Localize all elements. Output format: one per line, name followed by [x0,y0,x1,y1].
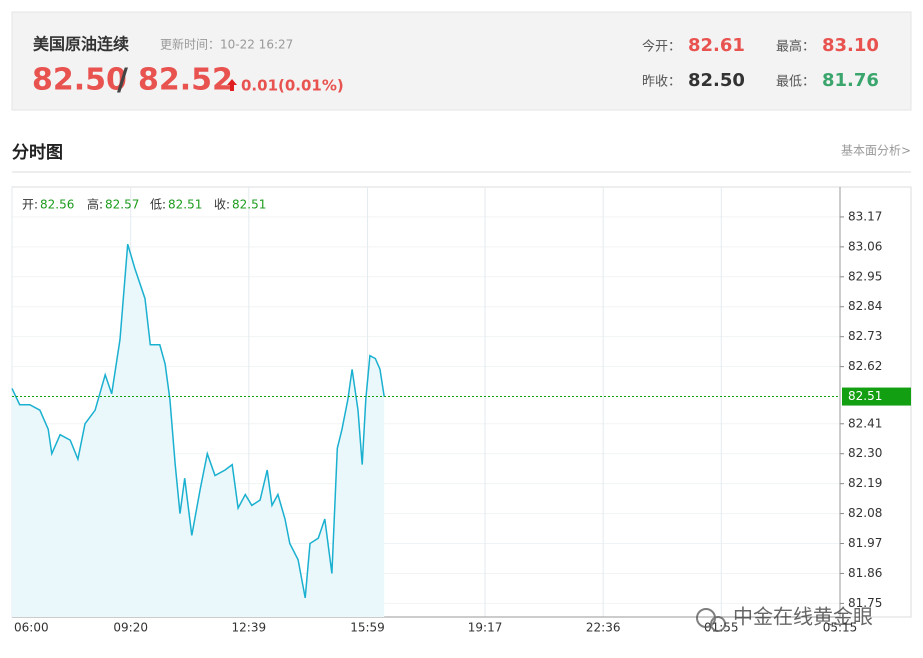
ohlc-label: 高: [87,197,103,212]
up-arrow [227,79,237,91]
y-tick-label: 83.17 [848,209,882,223]
price-change: 0.01(0.01%) [241,77,344,95]
instrument-name: 美国原油连续 [33,35,129,54]
y-tick-label: 82.41 [848,416,882,430]
stat-value: 82.61 [688,35,745,56]
y-tick-label: 82.08 [848,506,882,520]
bid-price: 82.50 [32,63,127,98]
stat-label: 最高： [776,39,815,55]
ohlc-value: 82.56 [40,198,74,212]
quote-panel [11,11,912,111]
area-fill [12,244,385,617]
x-tick-label: 06:00 [14,621,49,635]
y-tick-label: 83.06 [848,239,882,253]
last-price-label: 82.51 [848,389,882,403]
y-tick-label: 81.86 [848,566,882,580]
stat-value: 81.76 [822,70,879,91]
ohlc-value: 82.51 [232,198,266,212]
y-tick-label: 82.84 [848,299,882,313]
ohlc-label: 低: [150,198,166,212]
section-title: 分时图 [12,143,63,163]
y-tick-label: 81.75 [848,596,882,610]
stat-label: 最低： [776,75,815,90]
ask-price: 82.52 [138,63,233,98]
y-tick-label: 82.62 [848,359,882,373]
y-tick-label: 82.30 [848,446,882,460]
stat-value: 82.50 [688,70,745,91]
x-tick-label: 12:39 [232,621,267,635]
stat-label: 今开： [642,39,681,55]
ohlc-label: 收: [214,198,230,212]
y-tick-label: 81.97 [848,536,882,550]
watermark: 中金在线黄金眼 [696,605,873,632]
ohlc-label: 开: [22,198,38,212]
update-time: 更新时间：10-22 16:27 [160,37,293,52]
plot: 83.17 83.06 82.95 82.84 82.73 82.62 82.41 82.30… [11,187,911,635]
price-line [11,243,385,599]
x-tick-label: 19:17 [468,621,503,635]
ohlc-value: 82.51 [168,198,202,212]
fundamentals-link[interactable]: 基本面分析> [841,144,911,158]
x-tick-label: 05:15 [823,621,858,635]
price-separator: / [117,63,128,98]
x-tick-label: 15:59 [350,621,385,635]
x-tick-label: 22:36 [586,621,621,635]
stat-value: 83.10 [822,35,879,56]
y-tick-label: 82.95 [848,269,882,283]
y-tick-label: 82.19 [848,476,882,490]
watermark-icon [710,616,726,632]
last-price-box [842,387,911,406]
stat-label: 昨收： [642,75,681,90]
x-tick-label: 09:20 [113,621,148,635]
ohlc-value: 82.57 [105,198,139,212]
y-tick-label: 82.73 [848,329,882,343]
watermark-text: 中金在线黄金眼 [733,605,873,629]
